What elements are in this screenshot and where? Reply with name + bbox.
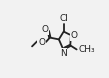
Text: Cl: Cl bbox=[59, 14, 68, 23]
Text: N: N bbox=[60, 49, 66, 58]
Text: O: O bbox=[71, 31, 78, 40]
Text: O: O bbox=[38, 39, 45, 48]
Text: O: O bbox=[41, 25, 48, 34]
Text: CH₃: CH₃ bbox=[78, 45, 95, 54]
